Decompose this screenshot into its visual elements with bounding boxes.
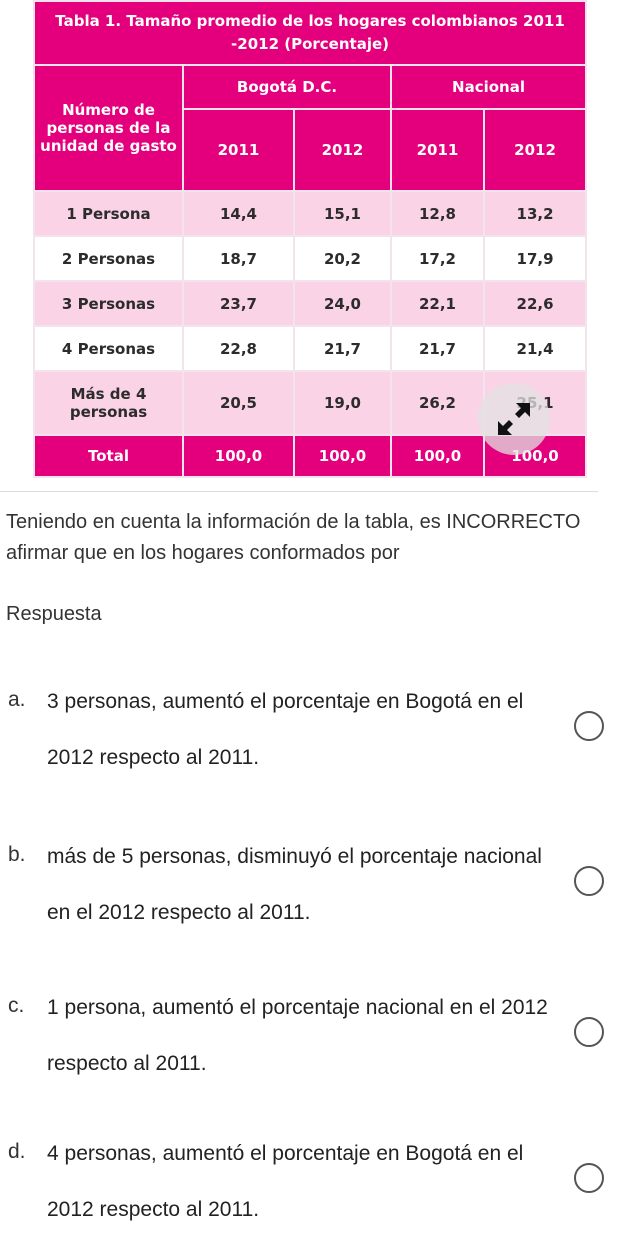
option-b[interactable]: b. más de 5 personas, disminuyó el porce… [0,843,626,963]
table-cell: 24,0 [293,280,392,327]
table-cell: 21,4 [482,325,588,372]
table-cell: 22,1 [390,280,485,327]
column-header-bogota: Bogotá D.C. [182,64,392,110]
table-row: 3 Personas 23,7 24,0 22,1 22,6 [33,280,588,327]
table-row-total: Total 100,0 100,0 100,0 100,0 [33,434,588,478]
table-row: 4 Personas 22,8 21,7 21,7 21,4 [33,325,588,372]
table-cell: 17,9 [482,235,588,282]
household-size-table: Tabla 1. Tamaño promedio de los hogares … [32,0,588,478]
table-cell: 22,6 [482,280,588,327]
table-cell: 12,8 [390,190,485,237]
table-cell: 14,4 [182,190,295,237]
option-letter: b. [8,843,26,866]
column-header-people: Número de personas de la unidad de gasto [33,64,184,192]
table-cell: 100,0 [293,434,392,478]
option-b-radio[interactable] [574,866,604,896]
table-title: Tabla 1. Tamaño promedio de los hogares … [32,0,588,66]
option-c[interactable]: c. 1 persona, aumentó el porcentaje naci… [0,994,626,1114]
divider [0,491,598,492]
table-cell: 21,7 [293,325,392,372]
option-d[interactable]: d. 4 personas, aumentó el porcentaje en … [0,1140,626,1260]
option-a-radio[interactable] [574,711,604,741]
row-label: 3 Personas [33,280,184,327]
column-header-nacional: Nacional [389,64,588,110]
table-cell: 15,1 [293,190,392,237]
row-label: 2 Personas [33,235,184,282]
year-header: 2012 [293,108,392,192]
row-label: 1 Persona [33,190,184,237]
table-cell: 100,0 [182,434,295,478]
table-cell: 13,2 [482,190,588,237]
table-cell: 18,7 [182,235,295,282]
year-header: 2012 [482,108,588,192]
table-cell: 20,5 [182,370,295,436]
question-text: Teniendo en cuenta la información de la … [6,511,581,564]
table-cell: 21,7 [390,325,485,372]
year-header: 2011 [182,108,295,192]
table-row: 1 Persona 14,4 15,1 12,8 13,2 [33,190,588,237]
option-letter: d. [8,1140,26,1163]
option-a[interactable]: a. 3 personas, aumentó el porcentaje en … [0,688,626,808]
expand-icon [498,403,530,435]
row-label: 4 Personas [33,325,184,372]
table-cell: 19,0 [293,370,392,436]
answer-label: Respuesta [6,603,102,625]
expand-image-button[interactable] [478,383,550,455]
table-row: 2 Personas 18,7 20,2 17,2 17,9 [33,235,588,282]
table-cell: 26,2 [390,370,485,436]
option-text: 4 personas, aumentó el porcentaje en Bog… [47,1142,524,1221]
option-text: más de 5 personas, disminuyó el porcenta… [47,845,542,924]
table-cell: 22,8 [182,325,295,372]
option-text: 1 persona, aumentó el porcentaje naciona… [47,996,548,1075]
option-text: 3 personas, aumentó el porcentaje en Bog… [47,690,524,769]
option-letter: c. [8,994,25,1017]
table-cell: 23,7 [182,280,295,327]
year-header: 2011 [390,108,485,192]
option-d-radio[interactable] [574,1163,604,1193]
data-table-image: Tabla 1. Tamaño promedio de los hogares … [32,0,588,478]
table-cell: 17,2 [390,235,485,282]
table-cell: 20,2 [293,235,392,282]
row-label: Más de 4 personas [33,370,184,436]
option-letter: a. [8,688,26,711]
option-c-radio[interactable] [574,1017,604,1047]
table-cell: 100,0 [390,434,485,478]
row-label: Total [33,434,184,478]
